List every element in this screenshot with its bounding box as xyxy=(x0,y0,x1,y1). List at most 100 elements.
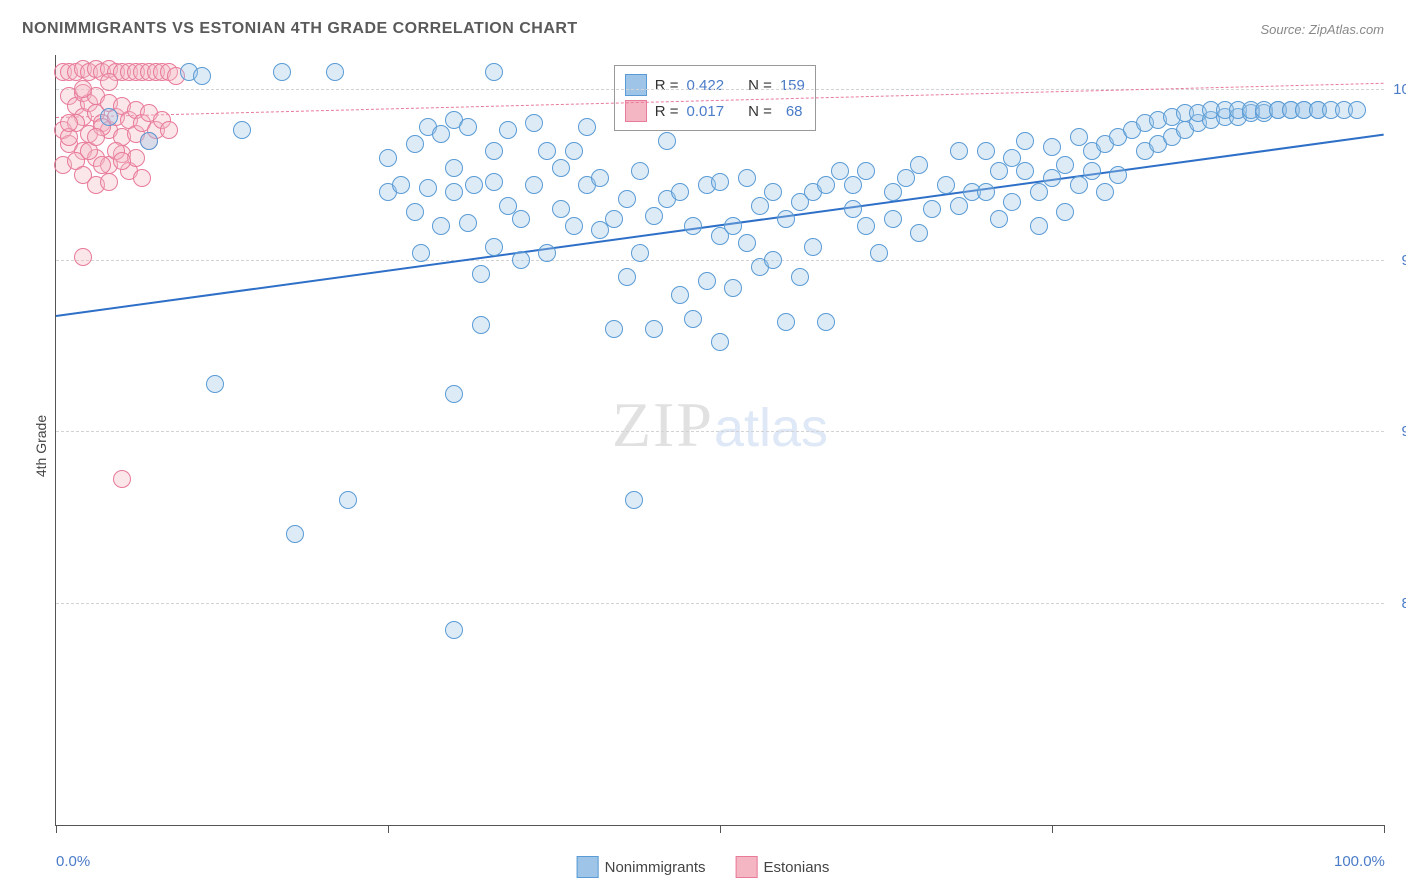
point-blue xyxy=(884,210,902,228)
point-blue xyxy=(870,244,888,262)
point-blue xyxy=(764,251,782,269)
point-blue xyxy=(990,162,1008,180)
point-blue xyxy=(379,149,397,167)
trend-line xyxy=(56,134,1384,317)
point-blue xyxy=(645,320,663,338)
point-blue xyxy=(777,313,795,331)
point-pink xyxy=(60,114,78,132)
point-blue xyxy=(884,183,902,201)
point-blue xyxy=(1056,156,1074,174)
point-blue xyxy=(472,316,490,334)
legend-label-pink: Estonians xyxy=(764,859,830,876)
point-blue xyxy=(565,142,583,160)
point-pink xyxy=(87,128,105,146)
source-attribution: Source: ZipAtlas.com xyxy=(1260,22,1384,37)
point-blue xyxy=(937,176,955,194)
grid-line xyxy=(56,260,1384,261)
point-pink xyxy=(113,470,131,488)
n-label: N = xyxy=(748,103,772,120)
point-blue xyxy=(711,333,729,351)
y-tick-label: 90.0% xyxy=(1389,423,1406,440)
x-tick xyxy=(1384,825,1385,833)
r-value-blue: 0.422 xyxy=(687,77,725,94)
point-blue xyxy=(392,176,410,194)
point-blue xyxy=(206,375,224,393)
x-tick xyxy=(388,825,389,833)
point-pink xyxy=(74,248,92,266)
point-blue xyxy=(512,210,530,228)
point-blue xyxy=(1043,138,1061,156)
x-tick xyxy=(1052,825,1053,833)
point-blue xyxy=(804,238,822,256)
r-value-pink: 0.017 xyxy=(687,103,725,120)
n-label: N = xyxy=(748,77,772,94)
point-blue xyxy=(578,118,596,136)
n-value-pink: 68 xyxy=(780,103,803,120)
point-pink xyxy=(93,156,111,174)
point-blue xyxy=(698,272,716,290)
point-blue xyxy=(432,217,450,235)
point-blue xyxy=(897,169,915,187)
point-blue xyxy=(950,142,968,160)
point-blue xyxy=(412,244,430,262)
point-blue xyxy=(738,234,756,252)
legend-item-pink: Estonians xyxy=(736,856,830,878)
grid-line xyxy=(56,431,1384,432)
point-blue xyxy=(671,183,689,201)
point-blue xyxy=(1016,162,1034,180)
point-blue xyxy=(485,238,503,256)
point-blue xyxy=(1096,183,1114,201)
point-blue xyxy=(671,286,689,304)
point-blue xyxy=(631,162,649,180)
swatch-blue xyxy=(577,856,599,878)
point-blue xyxy=(990,210,1008,228)
point-blue xyxy=(977,142,995,160)
point-pink xyxy=(100,173,118,191)
point-blue xyxy=(857,162,875,180)
point-blue xyxy=(1070,176,1088,194)
point-blue xyxy=(817,176,835,194)
bottom-legend: Nonimmigrants Estonians xyxy=(577,856,830,878)
x-tick-label: 0.0% xyxy=(56,853,90,870)
watermark: ZIPatlas xyxy=(612,388,828,462)
point-blue xyxy=(751,197,769,215)
point-blue xyxy=(658,132,676,150)
point-blue xyxy=(1056,203,1074,221)
y-tick-label: 95.0% xyxy=(1389,252,1406,269)
point-blue xyxy=(538,142,556,160)
grid-line xyxy=(56,603,1384,604)
point-blue xyxy=(445,159,463,177)
point-blue xyxy=(738,169,756,187)
r-label: R = xyxy=(655,103,679,120)
point-blue xyxy=(605,320,623,338)
r-label: R = xyxy=(655,77,679,94)
legend-label-blue: Nonimmigrants xyxy=(605,859,706,876)
point-blue xyxy=(485,63,503,81)
point-blue xyxy=(339,491,357,509)
point-blue xyxy=(684,217,702,235)
swatch-pink xyxy=(736,856,758,878)
point-blue xyxy=(445,183,463,201)
point-blue xyxy=(1083,162,1101,180)
x-tick-label: 100.0% xyxy=(1334,853,1385,870)
x-tick xyxy=(720,825,721,833)
point-blue xyxy=(1030,183,1048,201)
point-blue xyxy=(406,203,424,221)
stats-row-blue: R = 0.422 N = 159 xyxy=(625,72,805,98)
point-blue xyxy=(1030,217,1048,235)
point-blue xyxy=(445,621,463,639)
point-blue xyxy=(565,217,583,235)
point-blue xyxy=(1043,169,1061,187)
point-blue xyxy=(844,200,862,218)
point-blue xyxy=(777,210,795,228)
point-blue xyxy=(419,179,437,197)
swatch-blue xyxy=(625,74,647,96)
swatch-pink xyxy=(625,100,647,122)
point-blue xyxy=(764,183,782,201)
point-blue xyxy=(472,265,490,283)
point-blue xyxy=(605,210,623,228)
point-blue xyxy=(977,183,995,201)
y-tick-label: 85.0% xyxy=(1389,595,1406,612)
x-tick xyxy=(56,825,57,833)
point-blue xyxy=(485,173,503,191)
